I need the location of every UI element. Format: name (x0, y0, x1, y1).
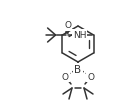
Text: NH: NH (72, 31, 86, 40)
Text: O: O (87, 72, 94, 81)
Text: B: B (74, 64, 81, 74)
Text: O: O (63, 21, 70, 30)
Text: O: O (61, 72, 68, 81)
